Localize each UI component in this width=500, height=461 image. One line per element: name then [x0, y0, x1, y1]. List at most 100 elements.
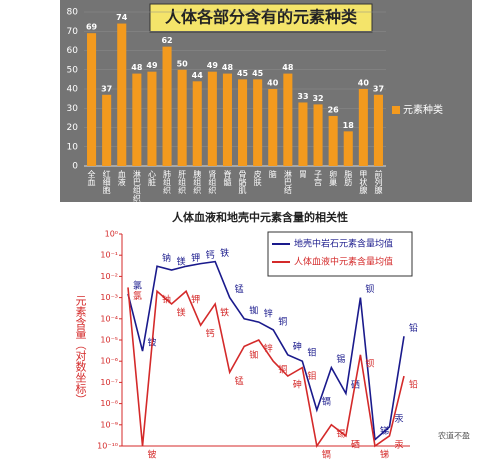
point-label: 氯: [133, 279, 142, 291]
title-box: [149, 3, 373, 33]
point-label: 锑: [380, 449, 389, 461]
y-tick-label: 10⁻⁸: [100, 399, 118, 408]
bar: [253, 79, 263, 166]
x-tick-label: 淋巴结: [283, 169, 292, 195]
y-tick-label: 10⁻⁷: [100, 378, 118, 387]
x-tick-label: 血液: [117, 169, 126, 187]
bar: [268, 89, 278, 166]
bar: [162, 46, 172, 166]
point-label: 锌: [264, 343, 273, 355]
y-tick-label: 0: [72, 162, 78, 172]
point-label: 汞: [394, 413, 403, 424]
y-tick-label: 10⁻¹: [100, 251, 118, 260]
point-label: 硒: [351, 439, 360, 450]
legend-box: [267, 231, 413, 277]
point-label: 锌: [264, 308, 273, 320]
y-tick-label: 10⁻⁹: [100, 420, 118, 429]
value-label: 48: [282, 63, 294, 72]
bar: [283, 73, 293, 166]
y-tick-label: 10⁻¹⁰: [97, 442, 118, 451]
bar: [147, 71, 157, 166]
bar: [328, 115, 338, 166]
value-label: 18: [343, 121, 355, 130]
value-label: 32: [312, 94, 323, 103]
x-tick-label: 皮肤: [253, 169, 262, 187]
x-tick-label: 前列腺: [374, 169, 383, 195]
value-label: 49: [207, 61, 219, 70]
point-label: 钼: [307, 347, 316, 359]
legend-label: 人体血液中元素含量均值: [294, 256, 393, 268]
y-tick-label: 10⁻⁶: [100, 357, 118, 366]
point-label: 铜: [278, 364, 287, 376]
bar: [117, 23, 127, 166]
y-tick-label: 60: [67, 46, 79, 56]
y-tick-label: 10⁰: [105, 230, 118, 239]
x-tick-label: 淋巴组织: [132, 169, 141, 203]
bar: [373, 94, 383, 166]
y-tick-label: 10⁻²: [100, 272, 118, 281]
point-label: 钠: [162, 294, 171, 306]
point-label: 铁: [220, 247, 229, 259]
point-label: 铁: [220, 306, 229, 318]
point-label: 锑: [380, 425, 389, 437]
value-label: 62: [161, 36, 172, 45]
point-label: 氯: [133, 290, 142, 302]
value-label: 45: [252, 69, 264, 78]
y-tick-label: 40: [67, 85, 79, 95]
x-tick-label: 心脏: [147, 170, 156, 187]
bar: [177, 69, 187, 166]
legend-label: 地壳中岩石元素含量均值: [294, 238, 393, 250]
value-label: 40: [267, 79, 279, 88]
point-label: 镉: [322, 449, 331, 461]
point-label: 铜: [278, 315, 287, 327]
point-label: 铅: [409, 379, 418, 391]
point-label: 镁: [177, 256, 186, 268]
chart-title: 人体各部分含有的元素种类: [165, 8, 358, 27]
point-label: 锰: [235, 283, 244, 295]
x-tick-label: 肾组织: [208, 170, 217, 195]
point-label: 镁: [177, 306, 186, 318]
point-label: 钼: [307, 370, 316, 382]
point-label: 钠: [162, 252, 171, 264]
value-label: 40: [358, 79, 370, 88]
point-label: 砷: [293, 380, 302, 391]
x-tick-label: 脂肪: [344, 169, 353, 187]
value-label: 48: [131, 63, 143, 72]
point-label: 锡: [336, 428, 345, 439]
x-tick-label: 甲状腺: [359, 170, 368, 195]
point-label: 铷: [249, 349, 258, 361]
value-label: 33: [297, 92, 308, 101]
legend-label: 元素种类: [403, 103, 443, 116]
value-label: 26: [328, 105, 340, 114]
bar: [313, 104, 323, 166]
series-line: [127, 287, 405, 449]
bar: [132, 73, 142, 166]
point-label: 钙: [206, 249, 215, 261]
value-label: 45: [237, 69, 249, 78]
series-line: [127, 260, 405, 442]
bar: [192, 81, 202, 166]
y-tick-label: 10: [67, 142, 79, 152]
point-label: 钙: [206, 328, 215, 340]
chart-title: 人体血液和地壳中元素含量的相关性: [172, 210, 348, 224]
x-tick-label: 脊髓: [223, 169, 232, 187]
point-label: 汞: [394, 439, 403, 450]
bar: [238, 79, 248, 166]
bar: [298, 102, 308, 166]
point-label: 钡: [365, 357, 374, 369]
point-label: 钡: [365, 283, 374, 295]
value-label: 50: [177, 59, 189, 68]
y-tick-label: 10⁻⁴: [100, 314, 118, 323]
watermark: 农道不盈: [438, 431, 470, 441]
y-tick-label: 30: [67, 104, 79, 114]
y-tick-label: 10⁻⁵: [100, 336, 118, 345]
value-label: 69: [86, 23, 98, 32]
x-tick-label: 胰组织: [193, 169, 202, 195]
x-tick-label: 全血: [87, 169, 96, 186]
value-label: 48: [222, 63, 234, 72]
point-label: 钾: [191, 294, 200, 306]
point-label: 砷: [293, 341, 302, 352]
x-tick-label: 红细胞: [102, 169, 111, 195]
bar: [87, 33, 97, 166]
